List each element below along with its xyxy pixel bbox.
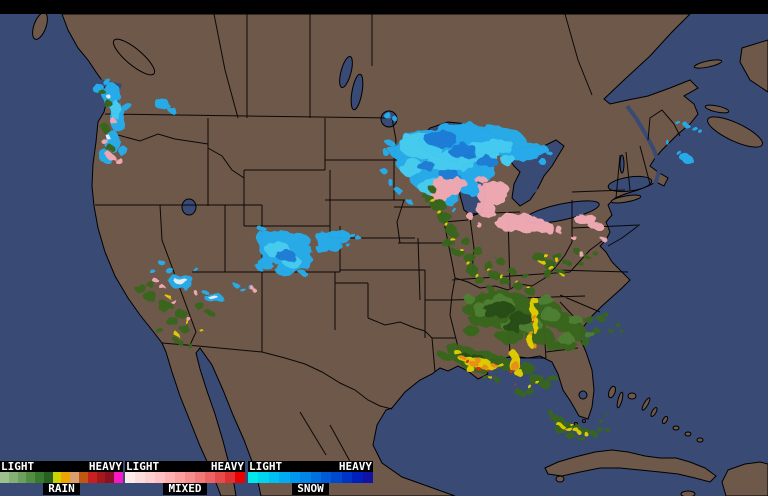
mixed-colorbar bbox=[125, 472, 245, 483]
legend-scale-labels: LIGHT HEAVY bbox=[248, 461, 373, 472]
legend-group-mixed: LIGHT HEAVY MIXED bbox=[125, 461, 245, 496]
hispaniola bbox=[721, 461, 768, 496]
snow-colorbar bbox=[248, 472, 374, 483]
lake-winnipeg bbox=[350, 73, 364, 111]
anticosti-island bbox=[693, 59, 723, 69]
heavy-label: HEAVY bbox=[210, 460, 244, 473]
legend-group-rain: LIGHT HEAVY RAIN bbox=[0, 461, 123, 496]
rain-colorbar bbox=[0, 472, 123, 483]
precip-rain-red bbox=[466, 320, 534, 386]
precip-blobs bbox=[94, 77, 702, 440]
precip-snow-core-white bbox=[105, 95, 218, 299]
saginaw-bay bbox=[524, 184, 538, 198]
vancouver-island bbox=[112, 38, 156, 76]
light-label: LIGHT bbox=[1, 460, 35, 473]
newfoundland bbox=[739, 39, 768, 93]
rain-label: RAIN bbox=[43, 483, 80, 495]
cuba bbox=[544, 449, 717, 483]
heavy-label: HEAVY bbox=[88, 460, 122, 473]
bahamas-islands bbox=[608, 385, 704, 443]
legend-group-snow: LIGHT HEAVY SNOW bbox=[248, 461, 374, 496]
intensity-legend: LIGHT HEAVY RAIN LIGHT HEAVY MIXED LIGHT… bbox=[0, 461, 375, 496]
heavy-label: HEAVY bbox=[338, 460, 372, 473]
islands bbox=[32, 12, 768, 496]
lake-okeechobee bbox=[578, 390, 588, 400]
nova-scotia bbox=[707, 116, 763, 148]
snow-label: SNOW bbox=[292, 483, 329, 495]
isla-juventud bbox=[555, 475, 565, 483]
precip-mixed bbox=[101, 118, 607, 321]
precip-snow-light bbox=[111, 101, 516, 268]
precip-rain-orange bbox=[460, 313, 567, 429]
legend-scale-labels: LIGHT HEAVY bbox=[125, 461, 245, 472]
prince-edward-island bbox=[704, 104, 730, 114]
legend-scale-labels: LIGHT HEAVY bbox=[0, 461, 123, 472]
long-island bbox=[610, 194, 642, 204]
header-text: 05:30 04-JAN-2009 GMT ©Copyright WSI Cor… bbox=[32, 13, 551, 15]
lake-champlain bbox=[619, 154, 625, 174]
header-bar: 05:30 04-JAN-2009 GMT ©Copyright WSI Cor… bbox=[0, 0, 768, 14]
light-label: LIGHT bbox=[249, 460, 283, 473]
great-salt-lake bbox=[181, 198, 197, 216]
lake-winnipegosis bbox=[339, 55, 353, 89]
precip-snow-heavy bbox=[276, 131, 497, 262]
jamaica bbox=[680, 490, 696, 496]
st-lawrence-river bbox=[625, 104, 663, 186]
light-label: LIGHT bbox=[126, 460, 160, 473]
mixed-label: MIXED bbox=[163, 483, 207, 495]
